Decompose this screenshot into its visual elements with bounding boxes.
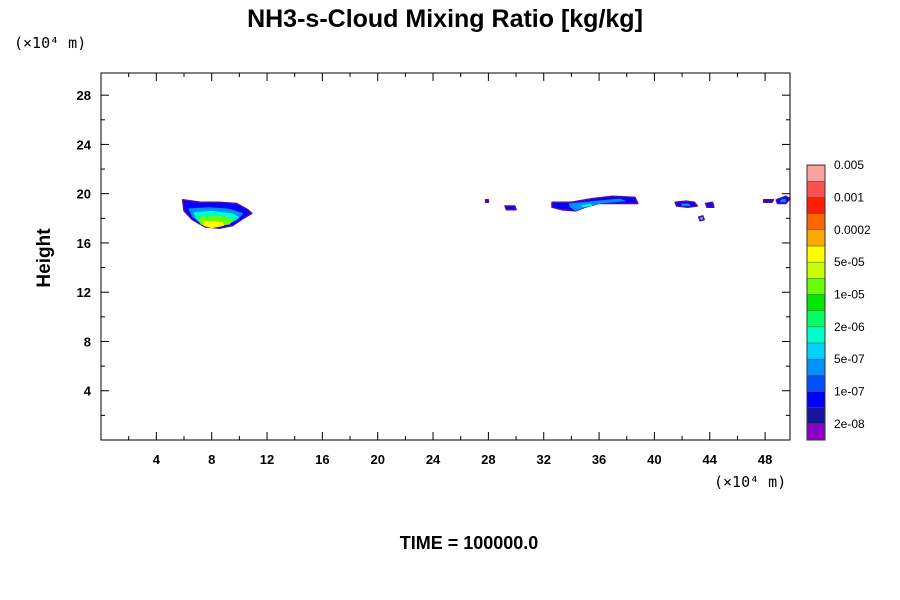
time-label: TIME = 100000.0 <box>400 533 539 553</box>
x-tick-label: 28 <box>481 452 495 467</box>
x-tick-label: 20 <box>370 452 384 467</box>
cloud-region <box>697 215 705 222</box>
colorbar-swatch <box>806 375 826 392</box>
colorbar-swatch <box>806 278 826 295</box>
x-tick-label: 24 <box>426 452 441 467</box>
x-tick-label: 32 <box>536 452 550 467</box>
plot-background <box>101 73 790 440</box>
cloud-region <box>775 195 791 205</box>
x-tick-label: 44 <box>703 452 718 467</box>
contour-level <box>484 199 490 204</box>
y-axis: 4 8 12 16 20 24 28 <box>77 88 790 416</box>
cloud-region <box>762 199 775 204</box>
colorbar-label: 2e-06 <box>834 320 865 334</box>
plot-border <box>100 72 791 441</box>
y-tick-label: 24 <box>77 137 92 152</box>
x-tick-label: 4 <box>153 452 161 467</box>
contour-level <box>504 205 517 211</box>
colorbar-label: 0.005 <box>834 158 864 172</box>
colorbar-swatch <box>806 326 826 344</box>
colorbar-label: 0.001 <box>834 190 864 204</box>
colorbar-swatch <box>806 342 826 360</box>
y-tick-label: 8 <box>84 334 91 349</box>
contour-level <box>780 198 786 203</box>
cloud-region <box>181 199 253 229</box>
cloud-region <box>504 205 517 211</box>
x-axis: 4 8 12 16 20 24 28 32 36 40 44 48 <box>128 73 772 467</box>
colorbar-swatch <box>806 245 826 263</box>
contour-level <box>680 203 691 206</box>
x-tick-label: 12 <box>260 452 274 467</box>
colorbar-label: 2e-08 <box>834 417 865 431</box>
y-tick-label: 20 <box>77 187 91 202</box>
cloud-region <box>704 201 715 208</box>
colorbar: 2e-08 1e-07 5e-07 2e-06 1e-05 5e-05 0.0002 0.00… <box>806 158 871 441</box>
contour-level <box>579 203 593 208</box>
contour-regions <box>181 195 791 229</box>
colorbar-label: 5e-07 <box>834 352 865 366</box>
x-tick-label: 48 <box>758 452 772 467</box>
colorbar-swatch <box>806 391 826 408</box>
x-tick-label: 8 <box>208 452 215 467</box>
cloud-region <box>674 200 699 208</box>
colorbar-swatch <box>806 294 826 311</box>
colorbar-swatch <box>806 310 826 328</box>
x-unit-label: (×10⁴ m) <box>714 473 786 491</box>
colorbar-swatch <box>806 213 826 231</box>
colorbar-swatch <box>806 164 826 182</box>
colorbar-swatch <box>806 358 826 376</box>
y-tick-label: 28 <box>77 88 91 103</box>
colorbar-label: 0.0002 <box>834 223 871 237</box>
colorbar-swatch <box>806 181 826 198</box>
cloud-region <box>484 199 490 204</box>
colorbar-swatch <box>806 423 826 441</box>
colorbar-label: 1e-07 <box>834 385 865 399</box>
x-tick-label: 36 <box>592 452 606 467</box>
colorbar-swatch <box>806 407 826 425</box>
contour-level <box>704 201 715 208</box>
contour-level <box>697 215 705 222</box>
y-tick-label: 12 <box>77 285 91 300</box>
contour-level <box>568 198 627 211</box>
contour-level <box>203 220 225 229</box>
y-tick-label: 16 <box>77 236 91 251</box>
cloud-region <box>551 195 639 212</box>
x-tick-label: 40 <box>647 452 661 467</box>
contour-level <box>762 199 775 204</box>
colorbar-frame <box>806 164 826 441</box>
y-axis-label: Height <box>34 228 55 288</box>
y-tick-label: 4 <box>84 384 92 399</box>
chart-title: NH3-s-Cloud Mixing Ratio [kg/kg] <box>247 5 643 33</box>
colorbar-label: 5e-05 <box>834 255 865 269</box>
colorbar-label: 1e-05 <box>834 288 865 302</box>
colorbar-swatch <box>806 229 826 247</box>
x-tick-label: 16 <box>315 452 329 467</box>
y-unit-label: (×10⁴ m) <box>14 34 86 52</box>
colorbar-swatch <box>806 197 826 214</box>
colorbar-swatch <box>806 261 826 279</box>
